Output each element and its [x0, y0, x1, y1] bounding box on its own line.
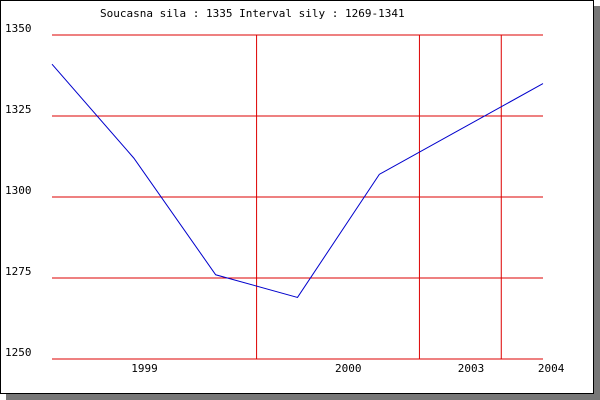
x-tick-label: 2004: [538, 362, 565, 375]
y-tick-label: 1250: [5, 346, 32, 359]
x-tick-label: 2003: [458, 362, 485, 375]
x-tick-label: 2000: [335, 362, 362, 375]
y-tick-label: 1275: [5, 265, 32, 278]
data-line: [51, 63, 544, 299]
y-tick-label: 1350: [5, 22, 32, 35]
y-tick-label: 1325: [5, 103, 32, 116]
chart-title: Soucasna sila : 1335 Interval sily : 126…: [100, 7, 405, 20]
y-tick-label: 1300: [5, 184, 32, 197]
x-tick-label: 1999: [131, 362, 158, 375]
